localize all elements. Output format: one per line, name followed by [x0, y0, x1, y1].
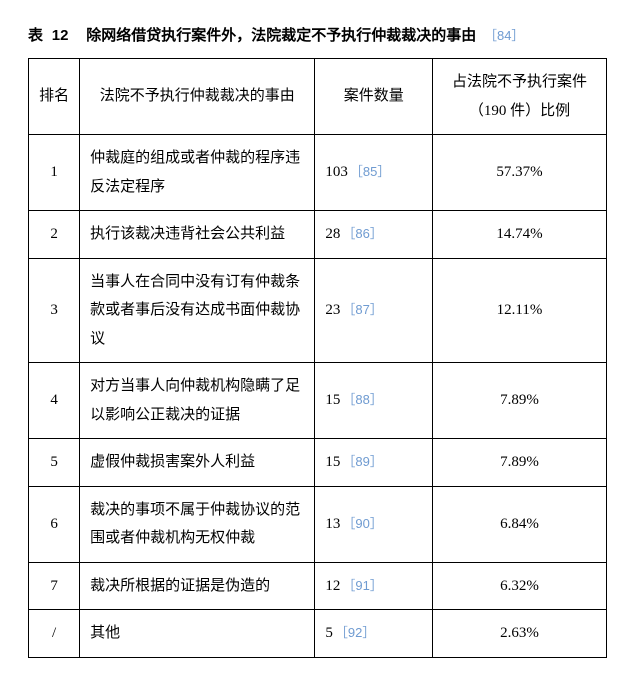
count-value: 103 [325, 164, 348, 180]
table-header-row: 排名 法院不予执行仲裁裁决的事由 案件数量 占法院不予执行案件（190 件）比例 [29, 59, 607, 135]
table-row: 7裁决所根据的证据是伪造的12［91］6.32% [29, 562, 607, 610]
cell-pct: 12.11% [433, 258, 607, 363]
count-value: 15 [325, 454, 340, 470]
cell-reason: 执行该裁决违背社会公共利益 [80, 211, 315, 259]
cell-count: 103［85］ [315, 135, 433, 211]
count-ref: ［91］ [342, 578, 382, 593]
count-value: 28 [325, 226, 340, 242]
count-ref: ［90］ [342, 516, 382, 531]
cell-reason: 裁决所根据的证据是伪造的 [80, 562, 315, 610]
cell-count: 23［87］ [315, 258, 433, 363]
table-row: 3当事人在合同中没有订有仲裁条款或者事后没有达成书面仲裁协议23［87］12.1… [29, 258, 607, 363]
cell-rank: 7 [29, 562, 80, 610]
table-row: 4对方当事人向仲裁机构隐瞒了足以影响公正裁决的证据15［88］7.89% [29, 363, 607, 439]
table-row: /其他5［92］2.63% [29, 610, 607, 658]
cell-pct: 7.89% [433, 363, 607, 439]
col-rank: 排名 [29, 59, 80, 135]
cell-count: 28［86］ [315, 211, 433, 259]
count-ref: ［85］ [350, 164, 390, 179]
cell-reason: 裁决的事项不属于仲裁协议的范围或者仲裁机构无权仲裁 [80, 486, 315, 562]
cell-rank: 5 [29, 439, 80, 487]
caption-number: 12 [52, 27, 69, 44]
count-value: 5 [325, 625, 333, 641]
cell-rank: 6 [29, 486, 80, 562]
cell-rank: 1 [29, 135, 80, 211]
cell-rank: 3 [29, 258, 80, 363]
count-value: 13 [325, 516, 340, 532]
cell-pct: 14.74% [433, 211, 607, 259]
count-value: 23 [325, 302, 340, 318]
cell-count: 12［91］ [315, 562, 433, 610]
caption-ref: ［84］ [484, 28, 524, 43]
cell-count: 15［88］ [315, 363, 433, 439]
caption-title: 除网络借贷执行案件外，法院裁定不予执行仲裁裁决的事由 [86, 27, 476, 44]
cell-reason: 当事人在合同中没有订有仲裁条款或者事后没有达成书面仲裁协议 [80, 258, 315, 363]
cell-count: 15［89］ [315, 439, 433, 487]
col-count: 案件数量 [315, 59, 433, 135]
col-pct: 占法院不予执行案件（190 件）比例 [433, 59, 607, 135]
cell-rank: 4 [29, 363, 80, 439]
cell-reason: 对方当事人向仲裁机构隐瞒了足以影响公正裁决的证据 [80, 363, 315, 439]
cell-pct: 6.84% [433, 486, 607, 562]
reasons-table: 排名 法院不予执行仲裁裁决的事由 案件数量 占法院不予执行案件（190 件）比例… [28, 58, 607, 658]
cell-rank: 2 [29, 211, 80, 259]
count-ref: ［87］ [342, 302, 382, 317]
caption-label: 表 [28, 27, 44, 44]
cell-count: 13［90］ [315, 486, 433, 562]
cell-reason: 虚假仲裁损害案外人利益 [80, 439, 315, 487]
table-row: 6裁决的事项不属于仲裁协议的范围或者仲裁机构无权仲裁13［90］6.84% [29, 486, 607, 562]
cell-count: 5［92］ [315, 610, 433, 658]
table-row: 5虚假仲裁损害案外人利益15［89］7.89% [29, 439, 607, 487]
count-ref: ［92］ [335, 625, 375, 640]
col-reason: 法院不予执行仲裁裁决的事由 [80, 59, 315, 135]
cell-pct: 6.32% [433, 562, 607, 610]
count-ref: ［86］ [342, 226, 382, 241]
count-value: 12 [325, 578, 340, 594]
count-ref: ［89］ [342, 454, 382, 469]
count-ref: ［88］ [342, 392, 382, 407]
table-caption: 表 12 除网络借贷执行案件外，法院裁定不予执行仲裁裁决的事由 ［84］ [28, 24, 607, 48]
table-row: 1仲裁庭的组成或者仲裁的程序违反法定程序103［85］57.37% [29, 135, 607, 211]
cell-pct: 57.37% [433, 135, 607, 211]
table-row: 2执行该裁决违背社会公共利益28［86］14.74% [29, 211, 607, 259]
cell-reason: 其他 [80, 610, 315, 658]
cell-reason: 仲裁庭的组成或者仲裁的程序违反法定程序 [80, 135, 315, 211]
cell-pct: 2.63% [433, 610, 607, 658]
cell-rank: / [29, 610, 80, 658]
cell-pct: 7.89% [433, 439, 607, 487]
count-value: 15 [325, 392, 340, 408]
